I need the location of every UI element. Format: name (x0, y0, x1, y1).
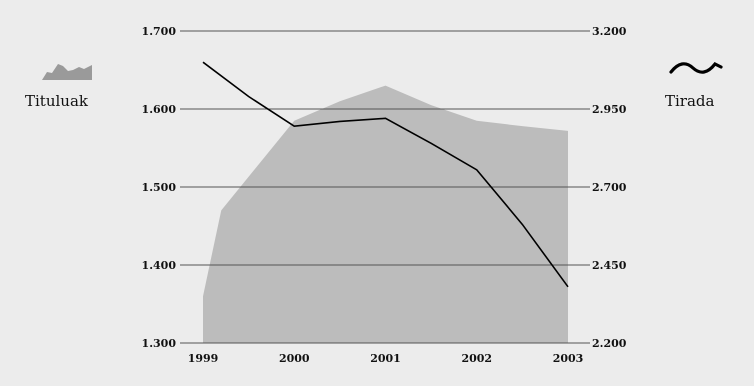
right-tick-label: 2.950 (592, 103, 627, 116)
right-tick-label: 2.450 (592, 259, 627, 272)
left-tick-label: 1.700 (142, 25, 177, 38)
x-tick-label: 1999 (188, 352, 219, 365)
left-tick-label: 1.300 (142, 337, 177, 350)
area-layer (203, 85, 568, 343)
legend-tituluak: Tituluak (25, 64, 92, 110)
x-axis-ticks: 1999 2000 2001 2002 2003 (188, 352, 584, 365)
right-tick-label: 3.200 (592, 25, 627, 38)
series-tirada-line (202, 61, 569, 288)
line-layer (202, 61, 569, 288)
legend-tirada-label: Tirada (665, 92, 715, 110)
right-axis-ticks: 2.200 2.450 2.700 2.950 3.200 (592, 25, 627, 350)
legend-tituluak-area-icon (42, 64, 92, 80)
x-tick-label: 2000 (279, 352, 310, 365)
right-tick-label: 2.700 (592, 181, 627, 194)
x-tick-label: 2002 (461, 352, 492, 365)
series-tituluak-area (203, 85, 568, 343)
left-tick-label: 1.500 (142, 181, 177, 194)
legend-tirada: Tirada (665, 61, 723, 110)
left-tick-label: 1.600 (142, 103, 177, 116)
x-tick-label: 2001 (370, 352, 401, 365)
left-tick-label: 1.400 (142, 259, 177, 272)
left-axis-ticks: 1.300 1.400 1.500 1.600 1.700 (142, 25, 177, 350)
legend-tituluak-label: Tituluak (25, 92, 89, 110)
grid-layer (180, 30, 590, 344)
x-tick-label: 2003 (553, 352, 584, 365)
legend-tirada-line-icon (669, 61, 723, 74)
right-tick-label: 2.200 (592, 337, 627, 350)
